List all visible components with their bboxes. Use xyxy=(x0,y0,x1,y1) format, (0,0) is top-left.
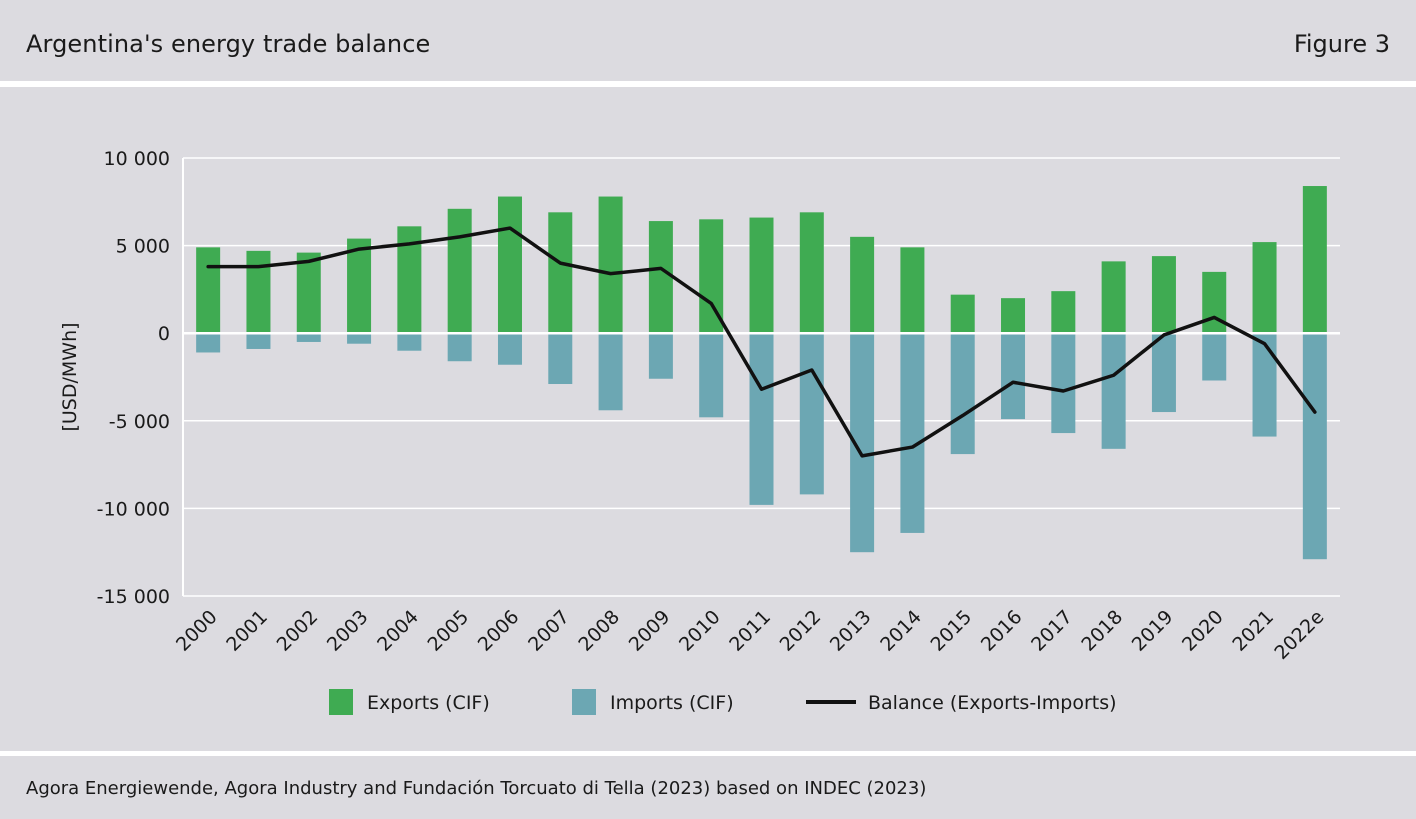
bar-exports-2001 xyxy=(246,250,271,334)
bar-imports-2011 xyxy=(749,333,774,505)
bar-exports-2014 xyxy=(900,247,925,334)
legend-imports: Imports (CIF) xyxy=(572,689,734,715)
header: Argentina's energy trade balance Figure … xyxy=(0,0,1416,81)
bar-imports-2003 xyxy=(347,333,372,344)
bar-exports-2022e xyxy=(1302,186,1327,334)
source-note: Agora Energiewende, Agora Industry and F… xyxy=(26,778,927,799)
bar-imports-2020 xyxy=(1202,333,1227,381)
bar-exports-2019 xyxy=(1151,256,1176,334)
y-tick-label: -15 000 xyxy=(97,586,170,608)
x-tick-label: 2005 xyxy=(423,606,473,656)
bar-imports-2001 xyxy=(246,333,271,349)
x-tick-label: 2008 xyxy=(574,606,624,656)
legend-label: Imports (CIF) xyxy=(610,692,734,714)
x-tick-label: 2004 xyxy=(373,606,423,656)
bar-imports-2017 xyxy=(1051,333,1076,434)
bar-exports-2005 xyxy=(447,208,472,334)
x-tick-label: 2000 xyxy=(172,606,222,656)
y-tick-label: 0 xyxy=(158,323,170,345)
bar-imports-2018 xyxy=(1101,333,1126,449)
bar-imports-2004 xyxy=(397,333,422,351)
bar-exports-2002 xyxy=(296,252,321,334)
x-tick-label: 2003 xyxy=(323,606,373,656)
legend-swatch xyxy=(329,689,353,715)
x-tick-label: 2007 xyxy=(524,606,574,656)
legend-exports: Exports (CIF) xyxy=(329,689,490,715)
energy-trade-chart: 10 000 5 000 0 -5 000 -10 000 -15 000 [USD/MWh… xyxy=(59,148,1340,715)
chart-panel: 10 000 5 000 0 -5 000 -10 000 -15 000 [USD/MWh… xyxy=(0,87,1416,751)
bar-imports-2007 xyxy=(548,333,573,385)
axis-layer: 10 000 5 000 0 -5 000 -10 000 -15 000 [USD/MWh… xyxy=(59,148,1328,664)
chart-title: Argentina's energy trade balance xyxy=(26,30,431,58)
bar-imports-2002 xyxy=(296,333,321,342)
x-tick-label: 2019 xyxy=(1128,606,1178,656)
x-tick-label: 2012 xyxy=(776,606,826,656)
legend-label: Exports (CIF) xyxy=(367,692,490,714)
balance-line-layer xyxy=(206,226,1317,458)
x-tick-label: 2020 xyxy=(1178,606,1228,656)
bar-exports-2021 xyxy=(1252,242,1277,334)
bar-exports-2016 xyxy=(1001,298,1026,334)
bar-imports-2016 xyxy=(1001,333,1026,420)
bar-exports-2013 xyxy=(850,236,875,334)
bar-imports-2012 xyxy=(799,333,824,495)
y-axis-label: [USD/MWh] xyxy=(59,322,81,431)
bar-imports-2015 xyxy=(950,333,975,455)
bar-imports-2000 xyxy=(196,333,221,353)
bar-imports-2005 xyxy=(447,333,472,362)
x-tick-label: 2006 xyxy=(474,606,524,656)
x-tick-label: 2022e xyxy=(1270,606,1328,664)
bar-exports-2012 xyxy=(799,212,824,334)
x-tick-label: 2013 xyxy=(826,606,876,656)
bar-exports-2003 xyxy=(347,238,372,334)
legend: Exports (CIF) Imports (CIF) Balance (Expor… xyxy=(329,689,1117,715)
bar-exports-2015 xyxy=(950,294,975,334)
x-tick-label: 2009 xyxy=(625,606,675,656)
bar-exports-2011 xyxy=(749,217,774,334)
bar-imports-2008 xyxy=(598,333,623,411)
x-tick-label: 2015 xyxy=(927,606,977,656)
x-tick-label: 2001 xyxy=(222,606,272,656)
x-tick-label: 2010 xyxy=(675,606,725,656)
x-tick-label: 2016 xyxy=(977,606,1027,656)
x-tick-label: 2002 xyxy=(273,606,323,656)
bar-imports-2006 xyxy=(497,333,522,365)
y-tick-label: -5 000 xyxy=(109,411,170,433)
x-tick-label: 2011 xyxy=(725,606,775,656)
bar-imports-2014 xyxy=(900,333,925,533)
bar-exports-2017 xyxy=(1051,291,1076,334)
x-tick-label: 2018 xyxy=(1077,606,1127,656)
bars-layer xyxy=(196,186,1327,560)
balance-series-line xyxy=(206,226,1317,458)
y-tick-label: 5 000 xyxy=(116,236,170,258)
bar-imports-2010 xyxy=(699,333,724,418)
bar-imports-2022e xyxy=(1302,333,1327,560)
y-tick-label: 10 000 xyxy=(104,148,170,170)
legend-swatch xyxy=(572,689,596,715)
y-tick-label: -10 000 xyxy=(97,498,170,520)
bar-exports-2008 xyxy=(598,196,623,334)
x-tick-label: 2017 xyxy=(1027,606,1077,656)
footer: Agora Energiewende, Agora Industry and F… xyxy=(0,756,1416,819)
bar-exports-2000 xyxy=(196,247,221,334)
bar-imports-2021 xyxy=(1252,333,1277,437)
bar-imports-2019 xyxy=(1151,333,1176,413)
legend-label: Balance (Exports-Imports) xyxy=(868,692,1117,714)
bar-exports-2020 xyxy=(1202,271,1227,334)
figure-label: Figure 3 xyxy=(1293,30,1390,58)
bar-exports-2018 xyxy=(1101,261,1126,334)
bar-exports-2007 xyxy=(548,212,573,334)
x-tick-label: 2014 xyxy=(876,606,926,656)
bar-imports-2009 xyxy=(648,333,673,379)
legend-balance: Balance (Exports-Imports) xyxy=(806,692,1117,714)
bar-exports-2006 xyxy=(497,196,522,334)
bar-exports-2009 xyxy=(648,221,673,334)
